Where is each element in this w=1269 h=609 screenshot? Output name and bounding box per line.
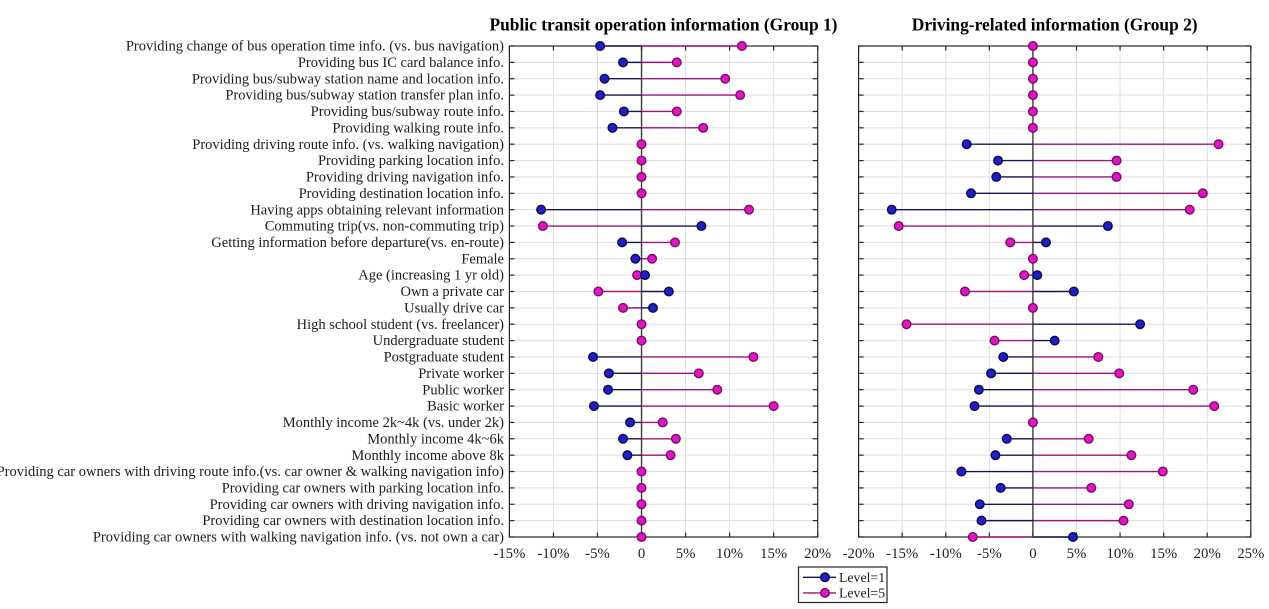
svg-text:Providing car owners with driv: Providing car owners with driving naviga…	[210, 497, 504, 513]
svg-text:Driving-related information (G: Driving-related information (Group 2)	[912, 15, 1198, 35]
svg-text:Public worker: Public worker	[422, 382, 504, 398]
svg-text:0: 0	[638, 546, 645, 562]
svg-text:Level=1: Level=1	[839, 570, 885, 585]
svg-text:-10%: -10%	[930, 546, 962, 562]
svg-text:Providing car owners with walk: Providing car owners with walking naviga…	[93, 530, 504, 546]
svg-text:Monthly income above 8k: Monthly income above 8k	[351, 448, 504, 464]
svg-text:10%: 10%	[716, 546, 743, 562]
svg-text:Monthly income 2k~4k (vs. unde: Monthly income 2k~4k (vs. under 2k)	[283, 415, 504, 431]
svg-text:5%: 5%	[1067, 546, 1087, 562]
svg-text:Undergraduate student: Undergraduate student	[373, 333, 504, 349]
svg-text:Age (increasing 1 yr old): Age (increasing 1 yr old)	[358, 268, 504, 284]
svg-text:Usually drive car: Usually drive car	[404, 300, 504, 316]
svg-text:Providing driving navigation i: Providing driving navigation info.	[306, 170, 504, 186]
svg-text:-15%: -15%	[886, 546, 918, 562]
svg-text:-5%: -5%	[977, 546, 1002, 562]
svg-text:Providing driving route info.: Providing driving route info. (vs. walki…	[192, 137, 504, 153]
svg-text:-15%: -15%	[493, 546, 525, 562]
svg-text:Female: Female	[461, 251, 504, 267]
svg-text:Providing change of bus operat: Providing change of bus operation time i…	[126, 39, 504, 55]
svg-text:15%: 15%	[760, 546, 787, 562]
svg-text:Commuting trip(vs. non-commuti: Commuting trip(vs. non-commuting trip)	[265, 219, 504, 235]
svg-text:20%: 20%	[1194, 546, 1221, 562]
svg-text:-10%: -10%	[537, 546, 569, 562]
svg-text:Private worker: Private worker	[418, 366, 504, 382]
svg-text:Providing car owners with par: Providing car owners with parking locati…	[222, 481, 504, 497]
svg-text:Postgraduate student: Postgraduate student	[384, 350, 504, 366]
svg-text:-5%: -5%	[585, 546, 610, 562]
svg-text:15%: 15%	[1150, 546, 1177, 562]
svg-text:Providing car owners with des: Providing car owners with destination lo…	[202, 513, 504, 529]
svg-text:Providing bus IC card balance: Providing bus IC card balance info.	[298, 55, 504, 71]
svg-text:Providing bus/subway station t: Providing bus/subway station transfer pl…	[225, 88, 504, 104]
svg-text:-20%: -20%	[843, 546, 875, 562]
svg-text:Monthly income 4k~6k: Monthly income 4k~6k	[367, 431, 504, 447]
svg-text:Having apps obtaining relevant: Having apps obtaining relevant informati…	[250, 202, 504, 218]
svg-text:Providing parking location inf: Providing parking location info.	[318, 153, 504, 169]
svg-text:Basic worker: Basic worker	[427, 399, 504, 415]
svg-text:5%: 5%	[676, 546, 696, 562]
svg-text:Providing bus/subway route inf: Providing bus/subway route info.	[311, 104, 504, 120]
svg-text:Providing destination location: Providing destination location info.	[299, 186, 504, 202]
svg-text:Level=5: Level=5	[839, 586, 885, 601]
svg-text:Own a private car: Own a private car	[401, 284, 505, 300]
svg-text:10%: 10%	[1107, 546, 1134, 562]
svg-text:Providing bus/subway station n: Providing bus/subway station name and lo…	[192, 71, 504, 87]
svg-text:25%: 25%	[1237, 546, 1264, 562]
svg-text:Getting information before dep: Getting information before departure(vs.…	[211, 235, 504, 251]
svg-text:Public transit operation infor: Public transit operation information (Gr…	[490, 15, 838, 35]
svg-text:Providing walking route info.: Providing walking route info.	[332, 120, 504, 136]
svg-text:Providing car owners with driv: Providing car owners with driving route …	[0, 464, 504, 480]
svg-text:High school student (vs. freel: High school student (vs. freelancer)	[297, 317, 505, 333]
svg-text:20%: 20%	[804, 546, 831, 562]
svg-text:0: 0	[1029, 546, 1036, 562]
